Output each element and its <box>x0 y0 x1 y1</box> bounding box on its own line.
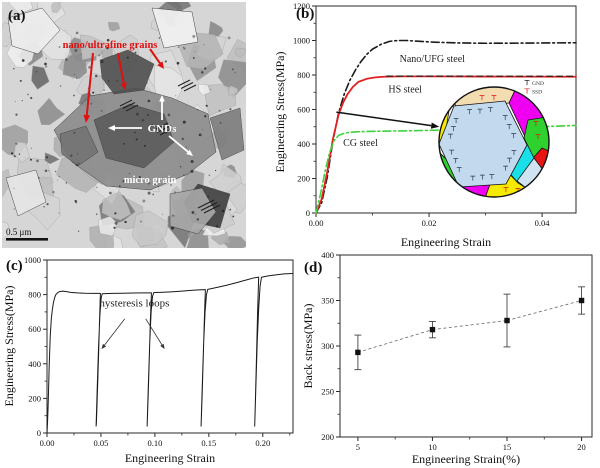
data-point-marker <box>429 326 436 333</box>
y-tick-label: 400 <box>321 250 334 260</box>
y-tick-label: 200 <box>321 432 334 442</box>
data-point-marker <box>355 349 361 356</box>
panel-b-ylabel: Engineering Stress(MPa) <box>273 52 287 173</box>
panel-a-label: (a) <box>8 8 26 24</box>
gnd-symbol: ⊤ <box>480 174 486 182</box>
gnd-symbol: ⊤ <box>467 108 473 116</box>
grain-schematic-inset: ⊤ ⊤ ⊤⊤⊤⊤⊤⊤⊤⊤⊤⊤⊤⊤⊤⊤⊤⊤⊤ ⊤⊤⊤⊤ ⊤⊤ GND⊤ SSD <box>438 79 550 198</box>
panel-c-ylabel: Engineering Stress(MPa) <box>2 286 16 407</box>
y-tick-label: 200 <box>28 393 41 403</box>
panel-c-chart: 0.00 0.05 0.10 0.15 0.20 0 200 400 600 800 1000 hys… <box>2 255 294 465</box>
gnd-symbol: ⊤ <box>502 114 508 122</box>
ssd-symbol: ⊤ <box>491 94 497 102</box>
y-tick-label: 1000 <box>293 36 310 46</box>
data-point-marker <box>578 297 585 304</box>
series-label: Nano/UFG steel <box>400 54 465 65</box>
panel-a-annotation-arrows <box>83 48 193 156</box>
x-tick-label: 0.04 <box>535 218 551 228</box>
ssd-symbol: ⊤ <box>533 120 539 128</box>
gnd-symbol: ⊤ <box>456 166 462 174</box>
series-cyclic-loading-curve <box>46 272 293 434</box>
scale-bar-label: 0.5 μm <box>6 227 31 237</box>
y-tick-label: 300 <box>321 341 334 351</box>
gnd-symbol: ⊤ <box>448 132 454 140</box>
gnd-symbol: ⊤ <box>487 106 493 114</box>
x-tick-label: 0.20 <box>255 438 270 448</box>
gnd-symbol: ⊤ <box>453 157 459 165</box>
gnd-symbol: ⊤ <box>451 125 457 133</box>
gnd-symbol: ⊤ <box>449 149 455 157</box>
panel-d-chart: 5 10 15 20 200 250 300 350 400 (d) Engineering S… <box>301 250 593 466</box>
y-tick-label: 800 <box>28 290 41 300</box>
gnd-symbol: ⊤ <box>470 175 476 183</box>
panel-d-xlabel: Engineering Strain(%) <box>412 452 520 466</box>
x-tick-label: 5 <box>356 442 360 452</box>
legend-label-ssd: SSD <box>532 90 542 96</box>
annotation-gnds: GNDs <box>148 123 177 135</box>
data-point-marker <box>504 317 510 324</box>
gnd-symbol: ⊤ <box>511 132 517 140</box>
panel-d-ylabel: Back stress(MPa) <box>301 304 315 389</box>
legend-symbol-gnd: ⊤ <box>524 79 530 87</box>
x-tick-label: 0.05 <box>94 438 109 448</box>
y-tick-label: 0 <box>37 428 41 438</box>
gnd-symbol: ⊤ <box>453 117 459 125</box>
y-tick-label: 0 <box>306 208 310 218</box>
panel-c-label: (c) <box>6 258 23 274</box>
y-tick-label: 1200 <box>293 1 310 11</box>
inset-region-matrix <box>439 100 528 188</box>
series-label: CG steel <box>343 138 378 149</box>
ssd-symbol: ⊤ <box>535 133 541 141</box>
panel-d-label: (d) <box>304 260 322 276</box>
series-label: HS steel <box>388 85 422 96</box>
x-tick-label: 20 <box>577 442 586 452</box>
gnd-symbol: ⊤ <box>503 165 509 173</box>
x-tick-label: 0.00 <box>40 438 55 448</box>
annotation-nano-grains: nano/ultrafine grains <box>63 40 158 51</box>
ssd-symbol: ⊤ <box>503 186 509 194</box>
plot-frame <box>46 259 294 434</box>
gnd-symbol: ⊤ <box>507 157 513 165</box>
y-tick-label: 800 <box>297 70 310 80</box>
x-tick-label: 0.00 <box>309 218 324 228</box>
panel-b-chart: 0.00 0.02 0.04 0 200 400 600 800 1000 1200 Nano/UF… <box>273 1 577 249</box>
panel-a-micrograph: (a) nano/ultrafine grains GNDs micro gra… <box>2 2 246 248</box>
ssd-symbol: ⊤ <box>479 94 485 102</box>
x-tick-label: 10 <box>428 442 437 452</box>
gnd-symbol: ⊤ <box>477 107 483 115</box>
x-tick-label: 0.02 <box>422 218 437 228</box>
tem-grain-texture <box>2 2 246 248</box>
y-tick-label: 600 <box>297 105 310 115</box>
panel-c-xlabel: Engineering Strain <box>125 451 215 465</box>
y-tick-label: 1000 <box>24 255 41 265</box>
annotation-hysteresis-loops: hysteresis loops <box>99 298 169 310</box>
gnd-symbol: ⊤ <box>511 149 517 157</box>
x-tick-label: 0.15 <box>201 438 216 448</box>
gnd-symbol: ⊤ <box>506 123 512 131</box>
annotation-micro-grain: micro grain <box>124 175 177 186</box>
panel-b-label: (b) <box>296 6 314 22</box>
x-tick-label: 15 <box>503 442 512 452</box>
plot-frame <box>339 254 593 438</box>
legend-label-gnd: GND <box>532 81 544 87</box>
gnd-symbol: ⊤ <box>489 173 495 181</box>
y-tick-label: 200 <box>297 174 310 184</box>
y-tick-label: 250 <box>321 387 334 397</box>
legend-symbol-ssd: ⊤ <box>524 88 530 96</box>
x-tick-label: 0.10 <box>147 438 162 448</box>
y-tick-label: 400 <box>297 139 310 149</box>
panel-b-xlabel: Engineering Strain <box>401 235 491 249</box>
y-tick-label: 400 <box>28 359 41 369</box>
y-tick-label: 350 <box>321 296 334 306</box>
y-tick-label: 600 <box>28 324 41 334</box>
scale-bar <box>6 238 48 241</box>
series-hs-steel <box>315 75 577 214</box>
